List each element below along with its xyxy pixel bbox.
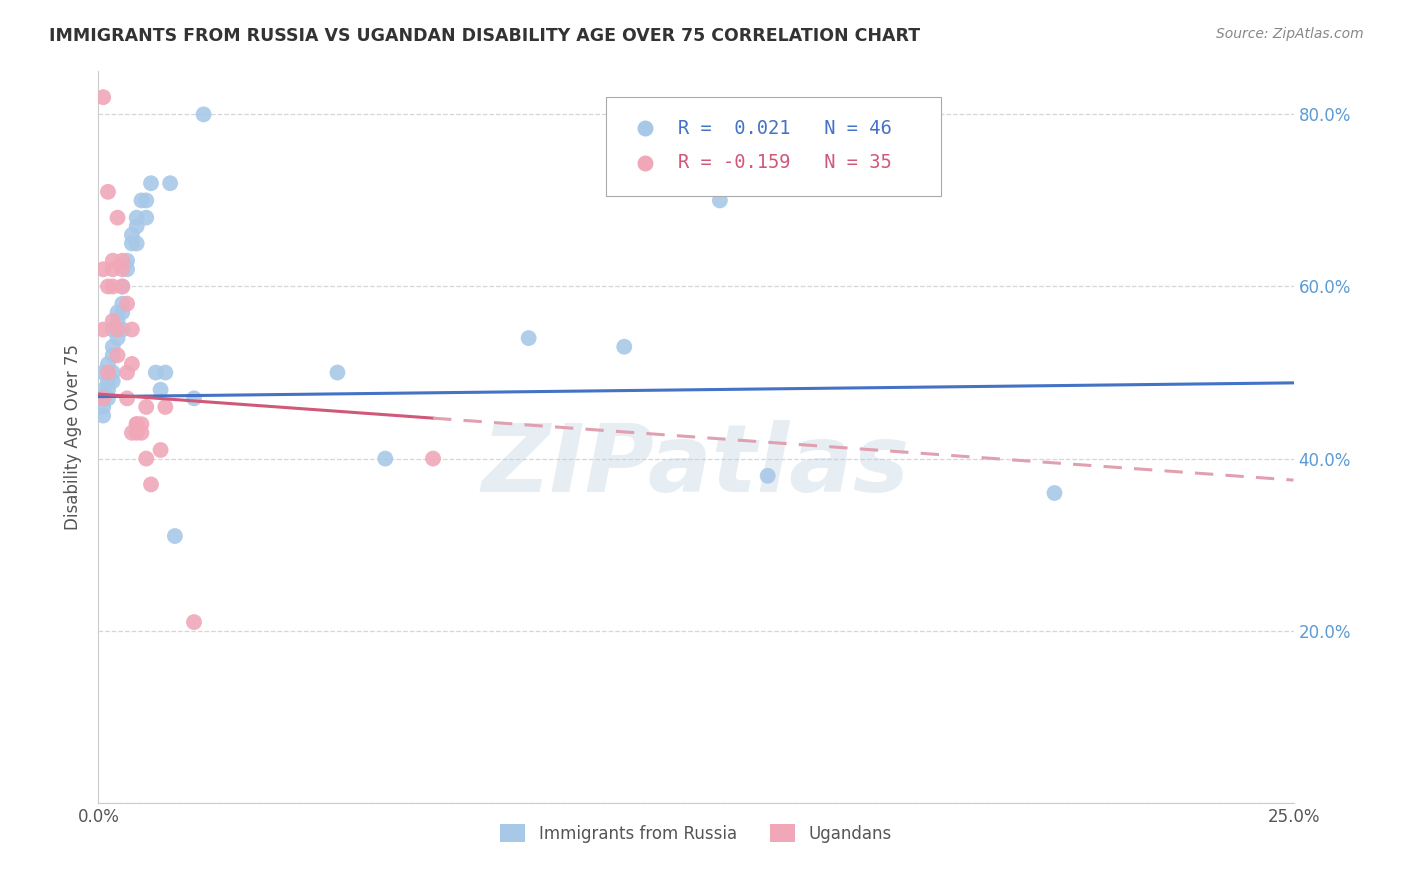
Point xyxy=(97,357,120,371)
Point xyxy=(111,322,134,336)
Point xyxy=(121,227,143,242)
Point xyxy=(107,314,129,328)
Point xyxy=(155,366,177,380)
Point xyxy=(101,279,124,293)
Point xyxy=(97,185,120,199)
Point xyxy=(121,357,143,371)
Point xyxy=(183,615,205,629)
Point xyxy=(91,400,114,414)
Point xyxy=(101,322,124,336)
Point xyxy=(125,219,148,234)
Point xyxy=(131,417,153,432)
Point xyxy=(111,279,134,293)
Point xyxy=(125,417,148,432)
Legend: Immigrants from Russia, Ugandans: Immigrants from Russia, Ugandans xyxy=(494,818,898,849)
Point xyxy=(135,400,157,414)
Point xyxy=(101,340,124,354)
Point xyxy=(91,392,114,406)
Point xyxy=(91,383,114,397)
Point xyxy=(163,529,186,543)
Point xyxy=(756,468,779,483)
Point xyxy=(125,211,148,225)
Point xyxy=(101,253,124,268)
Point xyxy=(91,409,114,423)
Point xyxy=(97,374,120,388)
Point xyxy=(101,374,124,388)
Point xyxy=(155,400,177,414)
Point xyxy=(145,366,167,380)
Point xyxy=(115,253,138,268)
Point xyxy=(91,392,114,406)
Text: R = -0.159   N = 35: R = -0.159 N = 35 xyxy=(678,153,891,172)
Point xyxy=(107,211,129,225)
Point xyxy=(517,331,540,345)
Point xyxy=(107,331,129,345)
Point xyxy=(91,262,114,277)
Point xyxy=(125,417,148,432)
Point xyxy=(709,194,731,208)
Point xyxy=(111,296,134,310)
Point xyxy=(101,348,124,362)
Point xyxy=(121,236,143,251)
Point xyxy=(97,279,120,293)
Point xyxy=(159,176,181,190)
Point xyxy=(111,262,134,277)
Point xyxy=(139,176,162,190)
Point xyxy=(135,451,157,466)
Point xyxy=(115,296,138,310)
Text: Source: ZipAtlas.com: Source: ZipAtlas.com xyxy=(1216,27,1364,41)
Point xyxy=(107,348,129,362)
Point xyxy=(135,211,157,225)
Point xyxy=(149,442,172,457)
Point xyxy=(111,279,134,293)
Point xyxy=(107,305,129,319)
Point xyxy=(101,262,124,277)
Point xyxy=(115,392,138,406)
Point xyxy=(97,383,120,397)
Point xyxy=(97,392,120,406)
Point xyxy=(97,366,120,380)
Point xyxy=(115,262,138,277)
FancyBboxPatch shape xyxy=(606,97,941,195)
Y-axis label: Disability Age Over 75: Disability Age Over 75 xyxy=(65,344,83,530)
Point xyxy=(107,322,129,336)
Point xyxy=(91,366,114,380)
Point xyxy=(101,314,124,328)
Point xyxy=(111,305,134,319)
Point xyxy=(374,451,396,466)
Point xyxy=(613,340,636,354)
Point xyxy=(101,366,124,380)
Point xyxy=(121,425,143,440)
Point xyxy=(131,194,153,208)
Text: ZIPatlas: ZIPatlas xyxy=(482,420,910,512)
Point xyxy=(111,253,134,268)
Point xyxy=(125,425,148,440)
Point xyxy=(91,322,114,336)
Point xyxy=(121,322,143,336)
Point xyxy=(1043,486,1066,500)
Text: R =  0.021   N = 46: R = 0.021 N = 46 xyxy=(678,119,891,138)
Point xyxy=(131,425,153,440)
Point xyxy=(193,107,215,121)
Point xyxy=(149,383,172,397)
Point xyxy=(326,366,349,380)
Point xyxy=(125,236,148,251)
Point xyxy=(139,477,162,491)
Point xyxy=(115,366,138,380)
Text: IMMIGRANTS FROM RUSSIA VS UGANDAN DISABILITY AGE OVER 75 CORRELATION CHART: IMMIGRANTS FROM RUSSIA VS UGANDAN DISABI… xyxy=(49,27,921,45)
Point xyxy=(135,194,157,208)
Point xyxy=(91,90,114,104)
Point xyxy=(422,451,444,466)
Point xyxy=(183,392,205,406)
